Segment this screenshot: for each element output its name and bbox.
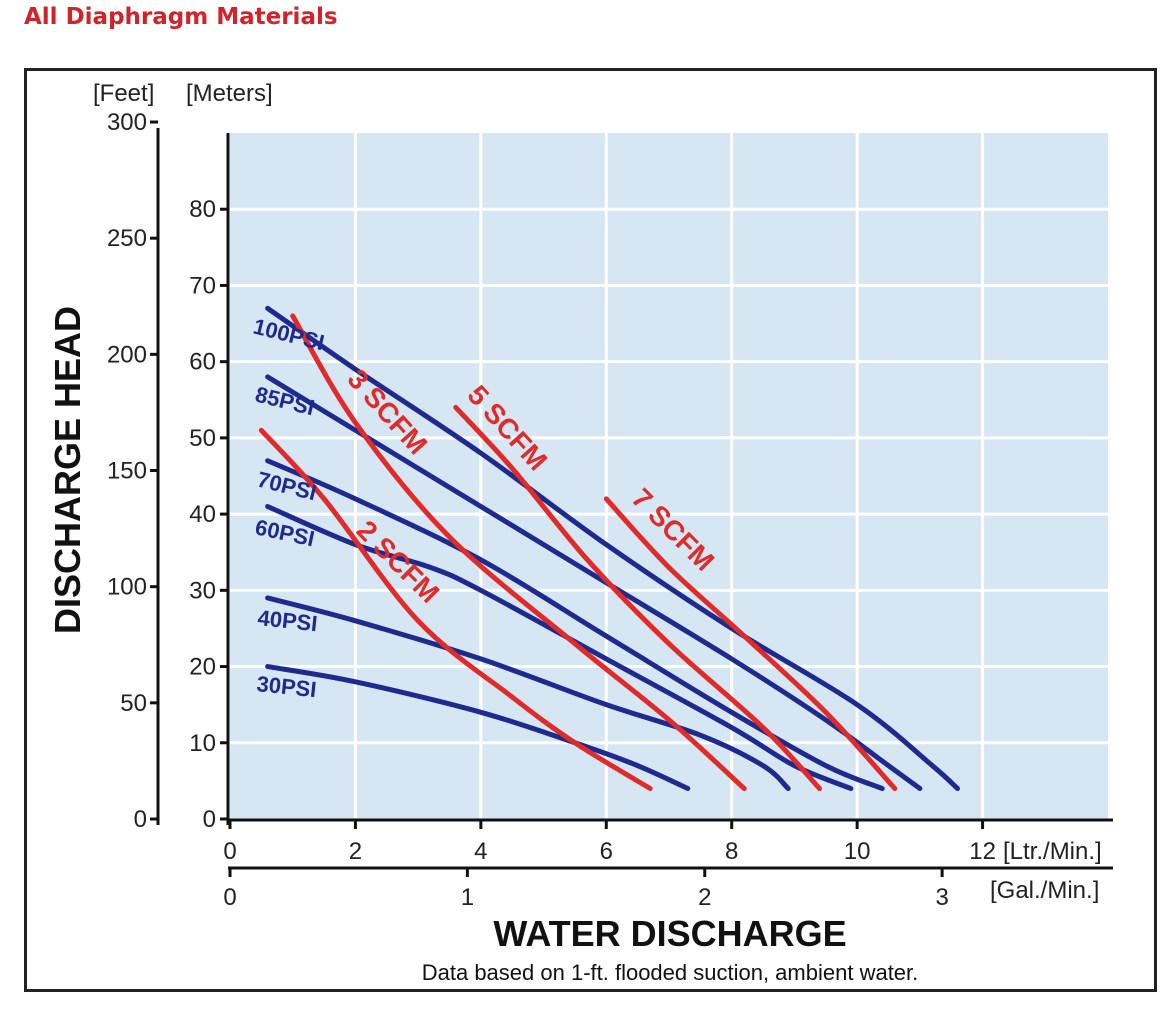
y-tick-label-feet: 150 <box>107 458 147 485</box>
y-tick-label-meters: 60 <box>189 349 216 376</box>
scfm-curve-7scfm <box>603 496 898 792</box>
y-unit-meters: [Meters] <box>186 80 273 107</box>
x-tick-label-liters: 6 <box>600 838 613 865</box>
y-unit-feet: [Feet] <box>93 80 154 107</box>
y-tick-label-meters: 20 <box>189 654 216 681</box>
psi-curve-70psi <box>265 458 885 792</box>
scfm-curve-2scfm <box>258 427 653 792</box>
x-axis-title: WATER DISCHARGE <box>493 913 846 954</box>
psi-curve-30psi <box>265 664 691 792</box>
label-30psi: 30PSI <box>255 671 317 702</box>
y-tick-label-feet: 200 <box>107 341 147 368</box>
x-tick-label-liters: 10 <box>844 838 871 865</box>
x-tick-label-gallons: 2 <box>698 884 711 911</box>
x-tick-label-liters: 0 <box>223 838 236 865</box>
chart-heading: All Diaphragm Materials <box>24 4 338 30</box>
y-tick-label-feet: 100 <box>107 574 147 601</box>
plot-area <box>230 133 1108 819</box>
y-axis-title: DISCHARGE HEAD <box>47 306 88 634</box>
scfm-curve-5scfm <box>453 404 823 792</box>
y-tick-label-meters: 40 <box>189 501 216 528</box>
y-tick-label-feet: 300 <box>107 109 147 136</box>
y-tick-label-feet: 0 <box>134 806 147 833</box>
chart-frame <box>24 68 1157 992</box>
scfm-curve-3scfm <box>290 313 747 792</box>
curves-group <box>258 305 960 792</box>
x-tick-label-liters: 2 <box>349 838 362 865</box>
label-40psi: 40PSI <box>256 605 318 636</box>
y-tick-label-meters: 30 <box>189 577 216 604</box>
x-tick-label-liters: 8 <box>725 838 738 865</box>
footnote: Data based on 1-ft. flooded suction, amb… <box>422 960 919 985</box>
y-tick-label-meters: 50 <box>189 425 216 452</box>
y-tick-label-meters: 80 <box>189 196 216 223</box>
x-tick-label-gallons: 3 <box>935 884 948 911</box>
y-tick-label-meters: 70 <box>189 272 216 299</box>
x-unit-gallons: [Gal./Min.] <box>990 877 1099 904</box>
psi-curve-100psi <box>265 305 960 792</box>
x-tick-label-gallons: 0 <box>223 884 236 911</box>
y-tick-label-meters: 0 <box>203 806 216 833</box>
x-tick-label-liters: 12 <box>969 838 996 865</box>
psi-curve-40psi <box>265 595 791 792</box>
x-tick-label-gallons: 1 <box>461 884 474 911</box>
x-tick-label-liters: 4 <box>474 838 487 865</box>
y-tick-label-feet: 50 <box>120 690 147 717</box>
y-tick-label-feet: 250 <box>107 225 147 252</box>
x-unit-liters: [Ltr./Min.] <box>1003 838 1102 865</box>
y-tick-label-meters: 10 <box>189 730 216 757</box>
